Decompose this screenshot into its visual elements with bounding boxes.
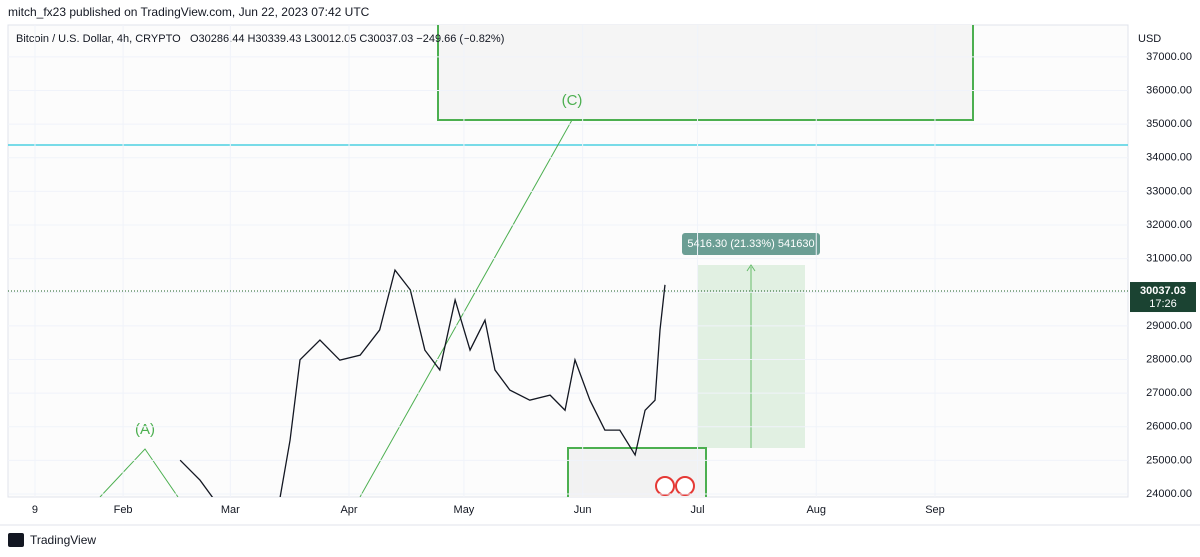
last-price-label: 30037.03 bbox=[1140, 285, 1186, 297]
brand-logo bbox=[8, 533, 24, 547]
x-tick-label: Sep bbox=[925, 504, 945, 516]
y-tick-label: 26000.00 bbox=[1146, 421, 1192, 433]
currency: USD bbox=[1138, 33, 1161, 45]
publisher: mitch_fx23 published on TradingView.com,… bbox=[8, 5, 370, 19]
measure-label-box bbox=[682, 233, 820, 255]
y-tick-label: 25000.00 bbox=[1146, 454, 1192, 466]
target-box bbox=[437, 25, 974, 121]
drawings bbox=[8, 25, 1128, 497]
wave-label: (A) bbox=[135, 421, 155, 438]
price-line bbox=[179, 268, 666, 497]
y-tick-label: 33000.00 bbox=[1146, 185, 1192, 197]
x-tick-label: Aug bbox=[806, 504, 826, 516]
x-tick-label: Apr bbox=[340, 504, 357, 516]
symbol-title: Bitcoin / U.S. Dollar, 4h, CRYPTO bbox=[16, 33, 181, 45]
countdown: 17:26 bbox=[1149, 298, 1177, 310]
ohlc: O30286.44 H30339.43 L30012.05 C30037.03 … bbox=[190, 33, 504, 45]
last-price-box bbox=[1130, 282, 1196, 313]
brand: TradingView bbox=[30, 533, 96, 547]
measure-arrowhead bbox=[746, 264, 756, 272]
y-tick-label: 29000.00 bbox=[1146, 320, 1192, 332]
y-tick-label: 34000.00 bbox=[1146, 152, 1192, 164]
y-tick-label: 28000.00 bbox=[1146, 353, 1192, 365]
y-tick-label: 27000.00 bbox=[1146, 387, 1192, 399]
y-tick-label: 32000.00 bbox=[1146, 219, 1192, 231]
y-tick-label: 37000.00 bbox=[1146, 51, 1192, 63]
wave-label: (C) bbox=[562, 92, 583, 109]
x-tick-label: Jul bbox=[691, 504, 705, 516]
event-icon[interactable] bbox=[675, 476, 695, 496]
x-tick-label: 9 bbox=[32, 504, 38, 516]
chart-layer: 24000.00 25000.00 26000.00 27000.00 28000.00… bbox=[8, 25, 1196, 516]
wave-line bbox=[359, 119, 573, 497]
x-tick-label: Feb bbox=[114, 504, 133, 516]
measure-label: 5416.30 (21.33%) 541630 bbox=[687, 238, 814, 250]
event-icon[interactable] bbox=[655, 476, 675, 496]
y-tick-label: 24000.00 bbox=[1146, 488, 1192, 500]
wave-line bbox=[99, 448, 179, 497]
series-group bbox=[179, 268, 666, 497]
y-tick-label: 35000.00 bbox=[1146, 118, 1192, 130]
y-tick-label: 36000.00 bbox=[1146, 84, 1192, 96]
y-tick-label: 31000.00 bbox=[1146, 253, 1192, 265]
x-tick-label: May bbox=[454, 504, 475, 516]
x-tick-label: Jun bbox=[574, 504, 592, 516]
x-tick-label: Mar bbox=[221, 504, 240, 516]
